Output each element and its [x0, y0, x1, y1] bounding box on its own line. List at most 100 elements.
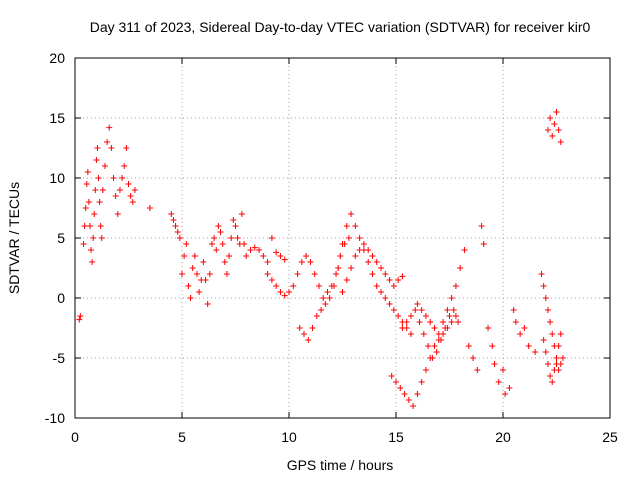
data-point — [94, 145, 101, 151]
data-point — [450, 307, 457, 313]
data-point — [168, 211, 175, 217]
data-point — [348, 265, 355, 271]
data-point — [414, 391, 421, 397]
data-point — [397, 385, 404, 391]
data-point — [315, 283, 322, 289]
data-point — [193, 271, 200, 277]
data-point — [176, 235, 183, 241]
data-point — [211, 235, 218, 241]
data-point — [461, 247, 468, 253]
data-point — [281, 256, 288, 263]
data-point — [204, 301, 211, 307]
data-point — [264, 271, 271, 277]
y-tick-label: -10 — [45, 410, 65, 426]
data-point — [91, 211, 98, 217]
data-point — [264, 259, 271, 265]
data-point — [131, 187, 138, 193]
data-point — [330, 283, 337, 289]
data-point — [452, 313, 459, 319]
data-point — [223, 271, 230, 277]
data-point — [446, 313, 453, 319]
data-point — [189, 265, 196, 271]
data-point — [360, 241, 367, 247]
data-point — [324, 289, 331, 295]
data-point — [243, 253, 250, 259]
data-point — [92, 187, 99, 193]
data-point — [217, 229, 224, 235]
data-point — [410, 403, 417, 409]
data-point — [208, 241, 215, 247]
data-point — [108, 145, 115, 151]
data-point — [510, 307, 517, 313]
data-point — [268, 277, 275, 283]
data-point — [256, 247, 263, 253]
data-point — [544, 127, 551, 133]
data-point — [185, 283, 192, 289]
data-point — [425, 343, 432, 349]
data-point — [277, 289, 284, 295]
data-point — [260, 253, 267, 259]
data-point — [119, 175, 126, 181]
data-point — [465, 343, 472, 349]
data-point — [542, 349, 549, 355]
data-point — [403, 319, 410, 325]
data-point — [395, 313, 402, 319]
data-point — [296, 325, 303, 331]
data-point — [320, 295, 327, 301]
data-point — [422, 313, 429, 319]
data-point — [555, 343, 562, 349]
data-point — [557, 331, 564, 337]
data-point — [247, 247, 254, 253]
data-point — [416, 319, 423, 325]
data-point — [418, 379, 425, 385]
data-point — [200, 259, 207, 265]
data-point — [506, 385, 513, 391]
data-point — [352, 223, 359, 229]
gridlines — [75, 58, 610, 418]
data-point — [273, 249, 280, 256]
data-point — [230, 217, 237, 223]
data-point — [414, 301, 421, 307]
data-point — [277, 253, 284, 259]
data-point — [86, 223, 93, 229]
data-point — [542, 295, 549, 301]
x-tick-label: 15 — [388, 429, 404, 445]
data-point — [405, 397, 412, 403]
x-tick-label: 5 — [178, 429, 186, 445]
data-point — [337, 253, 344, 259]
data-point — [407, 313, 414, 319]
data-point — [557, 139, 564, 145]
data-point — [455, 319, 462, 325]
data-point — [221, 259, 228, 265]
data-point — [83, 181, 90, 187]
data-point — [96, 199, 103, 205]
data-point — [234, 235, 241, 241]
data-point — [286, 289, 292, 295]
data-point — [213, 247, 220, 253]
data-point — [525, 343, 532, 349]
data-point — [97, 223, 104, 229]
data-point — [502, 391, 509, 397]
data-point — [495, 379, 502, 385]
data-point — [544, 307, 551, 313]
data-point — [547, 319, 554, 325]
data-point — [549, 133, 556, 139]
data-point — [382, 271, 389, 277]
data-point — [448, 319, 455, 325]
data-point — [553, 109, 560, 115]
data-point — [300, 331, 307, 337]
data-point — [386, 301, 393, 307]
data-point — [303, 253, 310, 259]
data-point — [121, 163, 128, 169]
data-point — [343, 277, 350, 283]
data-point — [448, 295, 455, 301]
data-point — [491, 361, 498, 367]
data-point — [345, 235, 352, 241]
data-point — [433, 349, 440, 355]
data-point — [485, 325, 492, 331]
data-point — [532, 349, 539, 355]
data-point — [232, 223, 239, 229]
data-point — [378, 289, 385, 295]
data-point — [407, 331, 414, 337]
